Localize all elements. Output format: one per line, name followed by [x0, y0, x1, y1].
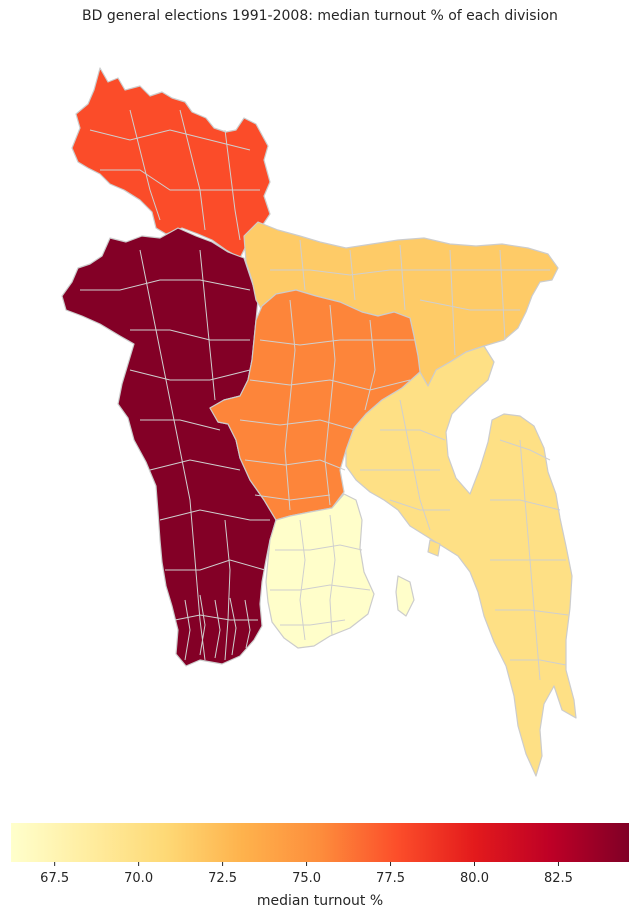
division-south-island[interactable]: [395, 575, 415, 617]
district-boundaries: [80, 109, 569, 681]
divisions-layer: [61, 67, 577, 777]
colorbar-tick-label: 77.5: [376, 871, 405, 886]
colorbar-tick-label: 80.0: [460, 871, 489, 886]
colorbar-tick-label: 67.5: [40, 871, 69, 886]
division-south[interactable]: [265, 493, 375, 649]
division-east[interactable]: [345, 345, 577, 777]
division-east-island[interactable]: [427, 539, 441, 557]
colorbar-tick-label: 70.0: [124, 871, 153, 886]
colorbar-tick-label: 82.5: [544, 871, 573, 886]
colorbar-label: median turnout %: [256, 893, 384, 909]
colorbar-tick-label: 72.5: [208, 871, 237, 886]
colorbar: 67.5 70.0 72.5 75.0 77.5 80.0 82.5: [11, 823, 629, 886]
colorbar-ticks: 67.5 70.0 72.5 75.0 77.5 80.0 82.5: [40, 862, 573, 886]
map-title: BD general elections 1991-2008: median t…: [82, 8, 558, 24]
choropleth-map: [61, 67, 577, 777]
colorbar-gradient: [11, 823, 629, 862]
colorbar-tick-label: 75.0: [292, 871, 321, 886]
